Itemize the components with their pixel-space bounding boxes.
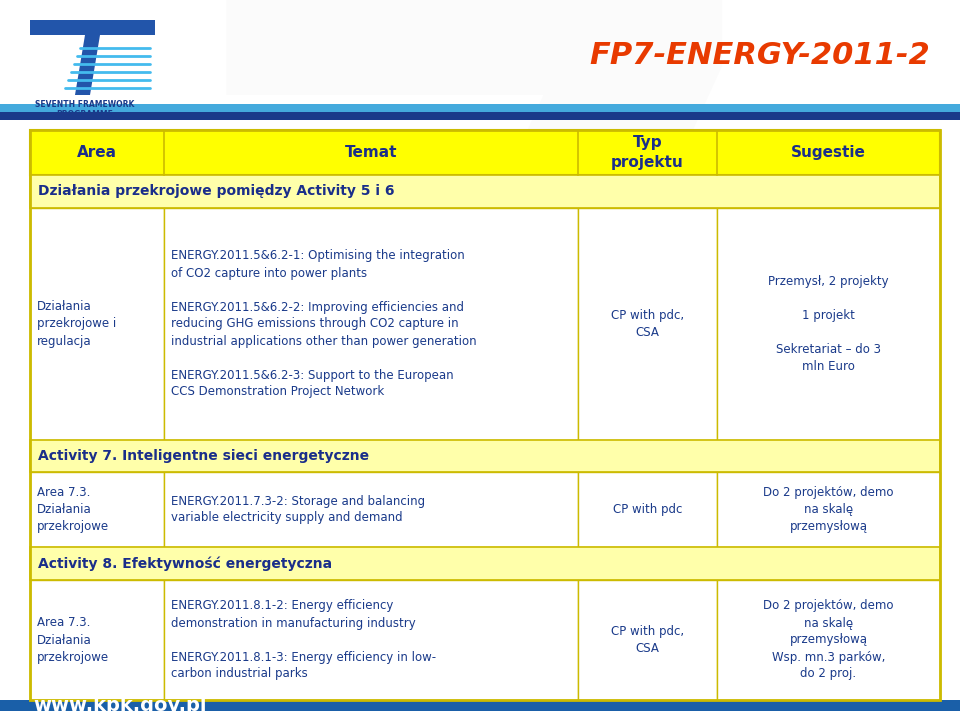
Text: SEVENTH FRAMEWORK
PROGRAMME: SEVENTH FRAMEWORK PROGRAMME xyxy=(36,100,134,119)
Bar xyxy=(578,208,717,440)
Text: CP with pdc,
CSA: CP with pdc, CSA xyxy=(611,309,684,339)
Bar xyxy=(30,175,940,208)
Bar xyxy=(164,472,578,547)
Bar xyxy=(717,580,940,700)
Bar xyxy=(30,547,940,580)
Text: 7: 7 xyxy=(166,0,794,711)
Bar xyxy=(30,472,164,547)
Bar xyxy=(578,472,717,547)
Bar xyxy=(0,110,960,120)
Text: Area 7.3.
Działania
przekrojowe: Area 7.3. Działania przekrojowe xyxy=(37,616,109,663)
Bar xyxy=(5,2,170,110)
Text: ENERGY.2011.5&6.2-1: Optimising the integration
of CO2 capture into power plants: ENERGY.2011.5&6.2-1: Optimising the inte… xyxy=(171,250,476,398)
Text: Area 7.3.
Działania
przekrojowe: Area 7.3. Działania przekrojowe xyxy=(37,486,109,533)
Text: Activity 8. Efektywność energetyczna: Activity 8. Efektywność energetyczna xyxy=(38,556,332,571)
Bar xyxy=(30,208,164,440)
Polygon shape xyxy=(30,20,155,95)
Text: ENERGY.2011.8.1-2: Energy efficiency
demonstration in manufacturing industry

EN: ENERGY.2011.8.1-2: Energy efficiency dem… xyxy=(171,599,436,680)
Text: CP with pdc: CP with pdc xyxy=(612,503,683,516)
Text: Area: Area xyxy=(77,145,117,160)
Text: CP with pdc,
CSA: CP with pdc, CSA xyxy=(611,625,684,655)
Bar xyxy=(30,580,164,700)
Text: Do 2 projektów, demo
na skalę
przemysłową
Wsp. mn.3 parków,
do 2 proj.: Do 2 projektów, demo na skalę przemysłow… xyxy=(763,599,894,680)
Bar xyxy=(717,208,940,440)
Text: Sugestie: Sugestie xyxy=(791,145,866,160)
Text: Typ
projektu: Typ projektu xyxy=(612,135,684,170)
Bar xyxy=(0,700,960,711)
Text: www.kpk.gov.pl: www.kpk.gov.pl xyxy=(34,696,206,711)
Bar xyxy=(717,472,940,547)
Text: Działania przekrojowe pomiędzy Activity 5 i 6: Działania przekrojowe pomiędzy Activity … xyxy=(38,184,395,198)
Bar xyxy=(0,104,960,112)
Bar xyxy=(164,580,578,700)
Text: Działania
przekrojowe i
regulacja: Działania przekrojowe i regulacja xyxy=(37,301,116,348)
Bar xyxy=(30,130,940,700)
Text: ENERGY.2011.7.3-2: Storage and balancing
variable electricity supply and demand: ENERGY.2011.7.3-2: Storage and balancing… xyxy=(171,494,425,525)
Bar xyxy=(30,440,940,472)
Text: Do 2 projektów, demo
na skalę
przemysłową: Do 2 projektów, demo na skalę przemysłow… xyxy=(763,486,894,533)
Bar xyxy=(578,580,717,700)
Bar xyxy=(164,208,578,440)
Bar xyxy=(30,130,940,175)
Text: Przemysł, 2 projekty

1 projekt

Sekretariat – do 3
mln Euro: Przemysł, 2 projekty 1 projekt Sekretari… xyxy=(768,275,889,373)
Text: Temat: Temat xyxy=(345,145,397,160)
Text: FP7-ENERGY-2011-2: FP7-ENERGY-2011-2 xyxy=(589,41,930,70)
Text: Activity 7. Inteligentne sieci energetyczne: Activity 7. Inteligentne sieci energetyc… xyxy=(38,449,370,463)
